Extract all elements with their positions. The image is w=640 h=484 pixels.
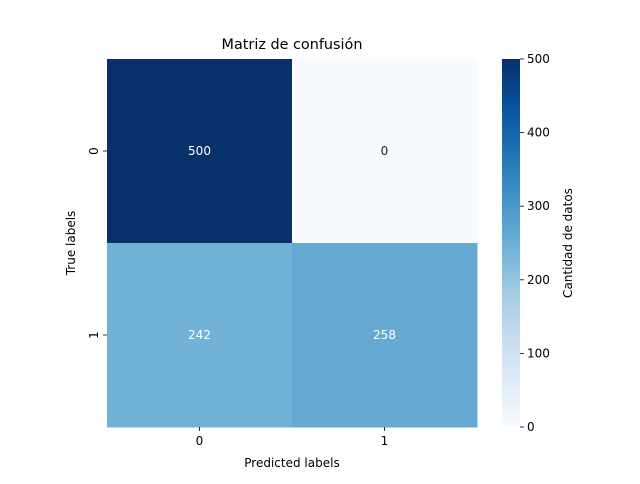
heatmap-cell-1-1 — [292, 243, 478, 428]
colorbar-tick-label: 500 — [527, 52, 550, 66]
heatmap-cells — [107, 59, 478, 428]
chart-title: Matriz de confusión — [222, 37, 363, 53]
cell-value-1-1: 258 — [373, 328, 396, 342]
y-tick-label: 0 — [87, 147, 101, 155]
colorbar-tick-label: 200 — [527, 273, 550, 287]
colorbar-tick-label: 0 — [527, 420, 535, 434]
colorbar — [502, 59, 520, 427]
heatmap-cell-1-0 — [107, 243, 293, 428]
y-axis-ticks: 01 — [87, 147, 107, 339]
colorbar-label: Cantidad de datos — [561, 188, 575, 298]
y-tick-label: 1 — [87, 331, 101, 339]
colorbar-tick-label: 400 — [527, 126, 550, 140]
colorbar-tick-label: 100 — [527, 346, 550, 360]
x-tick-label: 1 — [381, 434, 389, 448]
cell-annotations: 500 0 242 258 — [188, 144, 396, 342]
heatmap-cell-0-1 — [292, 59, 478, 244]
cell-value-0-1: 0 — [381, 144, 389, 158]
x-axis-label: Predicted labels — [244, 456, 339, 470]
x-tick-label: 0 — [196, 434, 204, 448]
y-axis-label: True labels — [64, 211, 78, 277]
cell-value-0-0: 500 — [188, 144, 211, 158]
heatmap-cell-0-0 — [107, 59, 293, 244]
cell-value-1-0: 242 — [188, 328, 211, 342]
colorbar-tick-label: 300 — [527, 199, 550, 213]
colorbar-ticks: 0 100 200 300 400 500 — [520, 52, 550, 434]
